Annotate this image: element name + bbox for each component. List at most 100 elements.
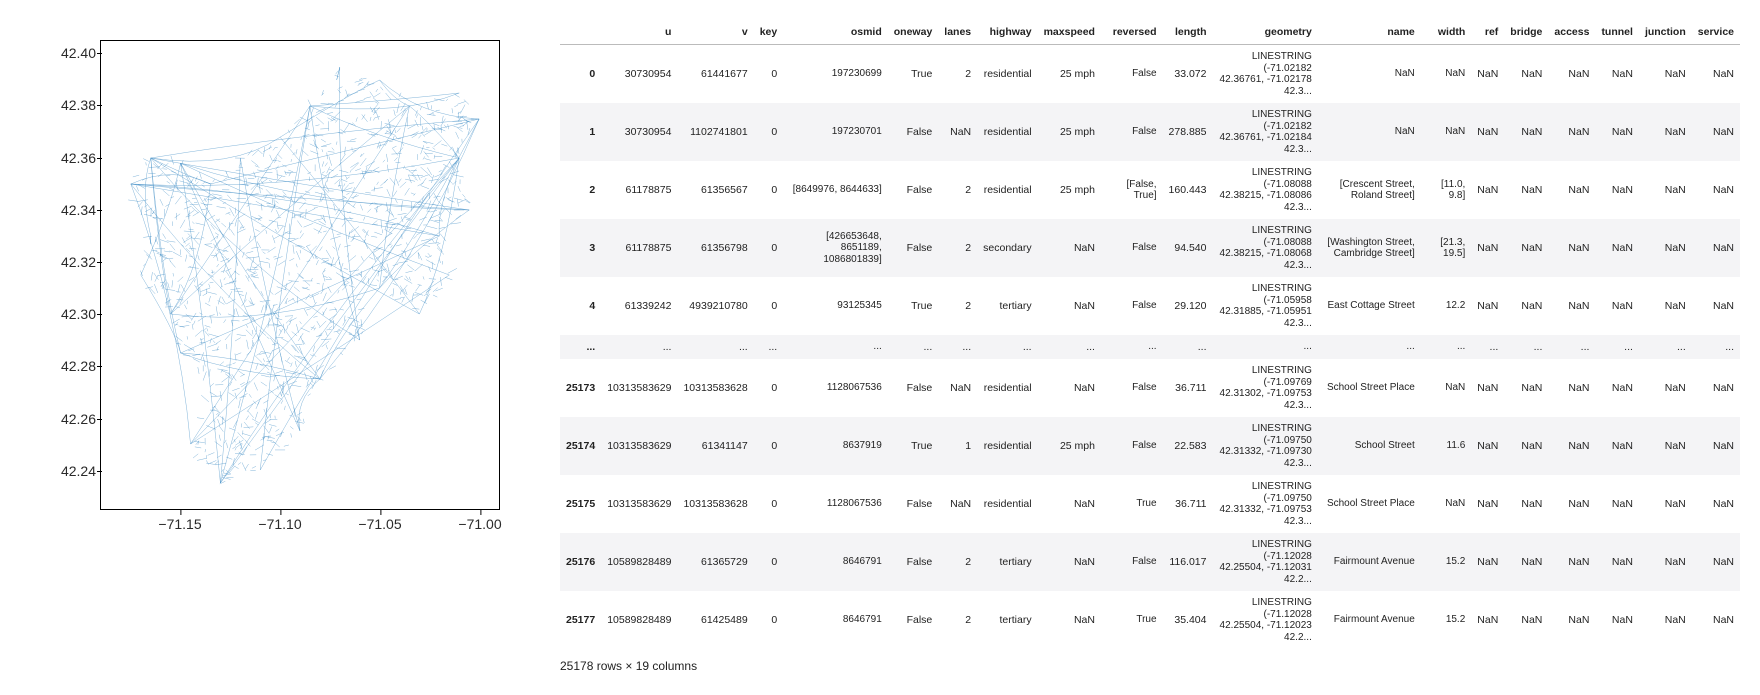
cell: False bbox=[888, 161, 939, 219]
cell: [21.3, 19.5] bbox=[1421, 219, 1472, 277]
cell: NaN bbox=[1595, 591, 1639, 649]
row-index: 3 bbox=[560, 219, 601, 277]
cell: True bbox=[888, 45, 939, 104]
row-index: 25175 bbox=[560, 475, 601, 533]
cell: NaN bbox=[1692, 417, 1740, 475]
cell: ... bbox=[1163, 335, 1213, 359]
axes-box bbox=[100, 40, 500, 510]
cell: 10313583629 bbox=[601, 417, 677, 475]
row-index: 0 bbox=[560, 45, 601, 104]
cell: LINESTRING (-71.09769 42.31302, -71.0975… bbox=[1213, 359, 1318, 417]
cell: NaN bbox=[1692, 591, 1740, 649]
cell: NaN bbox=[1595, 277, 1639, 335]
cell: NaN bbox=[1504, 417, 1548, 475]
column-header: osmid bbox=[783, 20, 888, 45]
index-header bbox=[560, 20, 601, 45]
cell: 35.404 bbox=[1163, 591, 1213, 649]
x-tick-label: −71.15 bbox=[158, 516, 201, 532]
cell: NaN bbox=[1038, 475, 1101, 533]
plot-frame: 42.2442.2642.2842.3042.3242.3442.3642.38… bbox=[20, 20, 520, 560]
table-row: 361178875613567980[426653648, 8651189, 1… bbox=[560, 219, 1740, 277]
cell: 61441677 bbox=[677, 45, 753, 104]
cell: ... bbox=[1038, 335, 1101, 359]
cell: [8649976, 8644633] bbox=[783, 161, 888, 219]
cell: ... bbox=[1548, 335, 1595, 359]
cell: LINESTRING (-71.02182 42.36761, -71.0218… bbox=[1213, 103, 1318, 161]
cell: Fairmount Avenue bbox=[1318, 533, 1421, 591]
cell: 10313583629 bbox=[601, 475, 677, 533]
cell: 2 bbox=[938, 45, 977, 104]
cell: LINESTRING (-71.12028 42.25504, -71.1203… bbox=[1213, 533, 1318, 591]
cell: [Crescent Street, Roland Street] bbox=[1318, 161, 1421, 219]
cell: NaN bbox=[1595, 533, 1639, 591]
cell: NaN bbox=[1471, 475, 1504, 533]
cell: NaN bbox=[1471, 417, 1504, 475]
column-header: v bbox=[677, 20, 753, 45]
cell: NaN bbox=[1421, 359, 1472, 417]
cell: 1102741801 bbox=[677, 103, 753, 161]
cell: NaN bbox=[1038, 533, 1101, 591]
cell: False bbox=[1101, 103, 1163, 161]
row-index: 1 bbox=[560, 103, 601, 161]
cell: residential bbox=[977, 45, 1037, 104]
cell: ... bbox=[1213, 335, 1318, 359]
table-row: 13073095411027418010197230701FalseNaNres… bbox=[560, 103, 1740, 161]
cell: NaN bbox=[938, 359, 977, 417]
cell: 2 bbox=[938, 533, 977, 591]
cell: NaN bbox=[1471, 219, 1504, 277]
cell: NaN bbox=[1639, 277, 1692, 335]
cell: 33.072 bbox=[1163, 45, 1213, 104]
cell: School Street Place bbox=[1318, 359, 1421, 417]
cell: 10313583629 bbox=[601, 359, 677, 417]
column-header: length bbox=[1163, 20, 1213, 45]
cell: NaN bbox=[1471, 277, 1504, 335]
cell: NaN bbox=[1639, 219, 1692, 277]
cell: False bbox=[888, 103, 939, 161]
cell: ... bbox=[677, 335, 753, 359]
column-header: oneway bbox=[888, 20, 939, 45]
cell: LINESTRING (-71.09750 42.31332, -71.0975… bbox=[1213, 475, 1318, 533]
cell: NaN bbox=[1639, 475, 1692, 533]
cell: 22.583 bbox=[1163, 417, 1213, 475]
cell: residential bbox=[977, 161, 1037, 219]
cell: 61425489 bbox=[677, 591, 753, 649]
cell: NaN bbox=[1639, 417, 1692, 475]
cell: 61341147 bbox=[677, 417, 753, 475]
cell: NaN bbox=[1639, 45, 1692, 104]
column-header: width bbox=[1421, 20, 1472, 45]
cell: NaN bbox=[1318, 45, 1421, 104]
cell: NaN bbox=[1595, 359, 1639, 417]
cell: LINESTRING (-71.02182 42.36761, -71.0217… bbox=[1213, 45, 1318, 104]
cell: False bbox=[1101, 417, 1163, 475]
cell: 30730954 bbox=[601, 103, 677, 161]
cell: NaN bbox=[1692, 475, 1740, 533]
x-tick-label: −71.00 bbox=[458, 516, 501, 532]
cell: tertiary bbox=[977, 533, 1037, 591]
y-tick-label: 42.24 bbox=[20, 463, 96, 479]
cell: True bbox=[1101, 475, 1163, 533]
cell: NaN bbox=[1692, 277, 1740, 335]
table-row: 261178875613565670[8649976, 8644633]Fals… bbox=[560, 161, 1740, 219]
cell: NaN bbox=[1471, 591, 1504, 649]
cell: NaN bbox=[1595, 475, 1639, 533]
column-header: bridge bbox=[1504, 20, 1548, 45]
cell: secondary bbox=[977, 219, 1037, 277]
cell: 160.443 bbox=[1163, 161, 1213, 219]
row-index: 25173 bbox=[560, 359, 601, 417]
y-tick-label: 42.26 bbox=[20, 411, 96, 427]
cell: NaN bbox=[1692, 103, 1740, 161]
column-header: tunnel bbox=[1595, 20, 1639, 45]
column-header: ref bbox=[1471, 20, 1504, 45]
cell: NaN bbox=[1038, 359, 1101, 417]
cell: NaN bbox=[1548, 417, 1595, 475]
cell: NaN bbox=[1548, 45, 1595, 104]
cell: 29.120 bbox=[1163, 277, 1213, 335]
y-tick-label: 42.34 bbox=[20, 202, 96, 218]
column-header: junction bbox=[1639, 20, 1692, 45]
cell: 25 mph bbox=[1038, 103, 1101, 161]
cell: 15.2 bbox=[1421, 591, 1472, 649]
cell: Fairmount Avenue bbox=[1318, 591, 1421, 649]
cell: tertiary bbox=[977, 277, 1037, 335]
cell: LINESTRING (-71.12028 42.25504, -71.1202… bbox=[1213, 591, 1318, 649]
cell: NaN bbox=[938, 103, 977, 161]
